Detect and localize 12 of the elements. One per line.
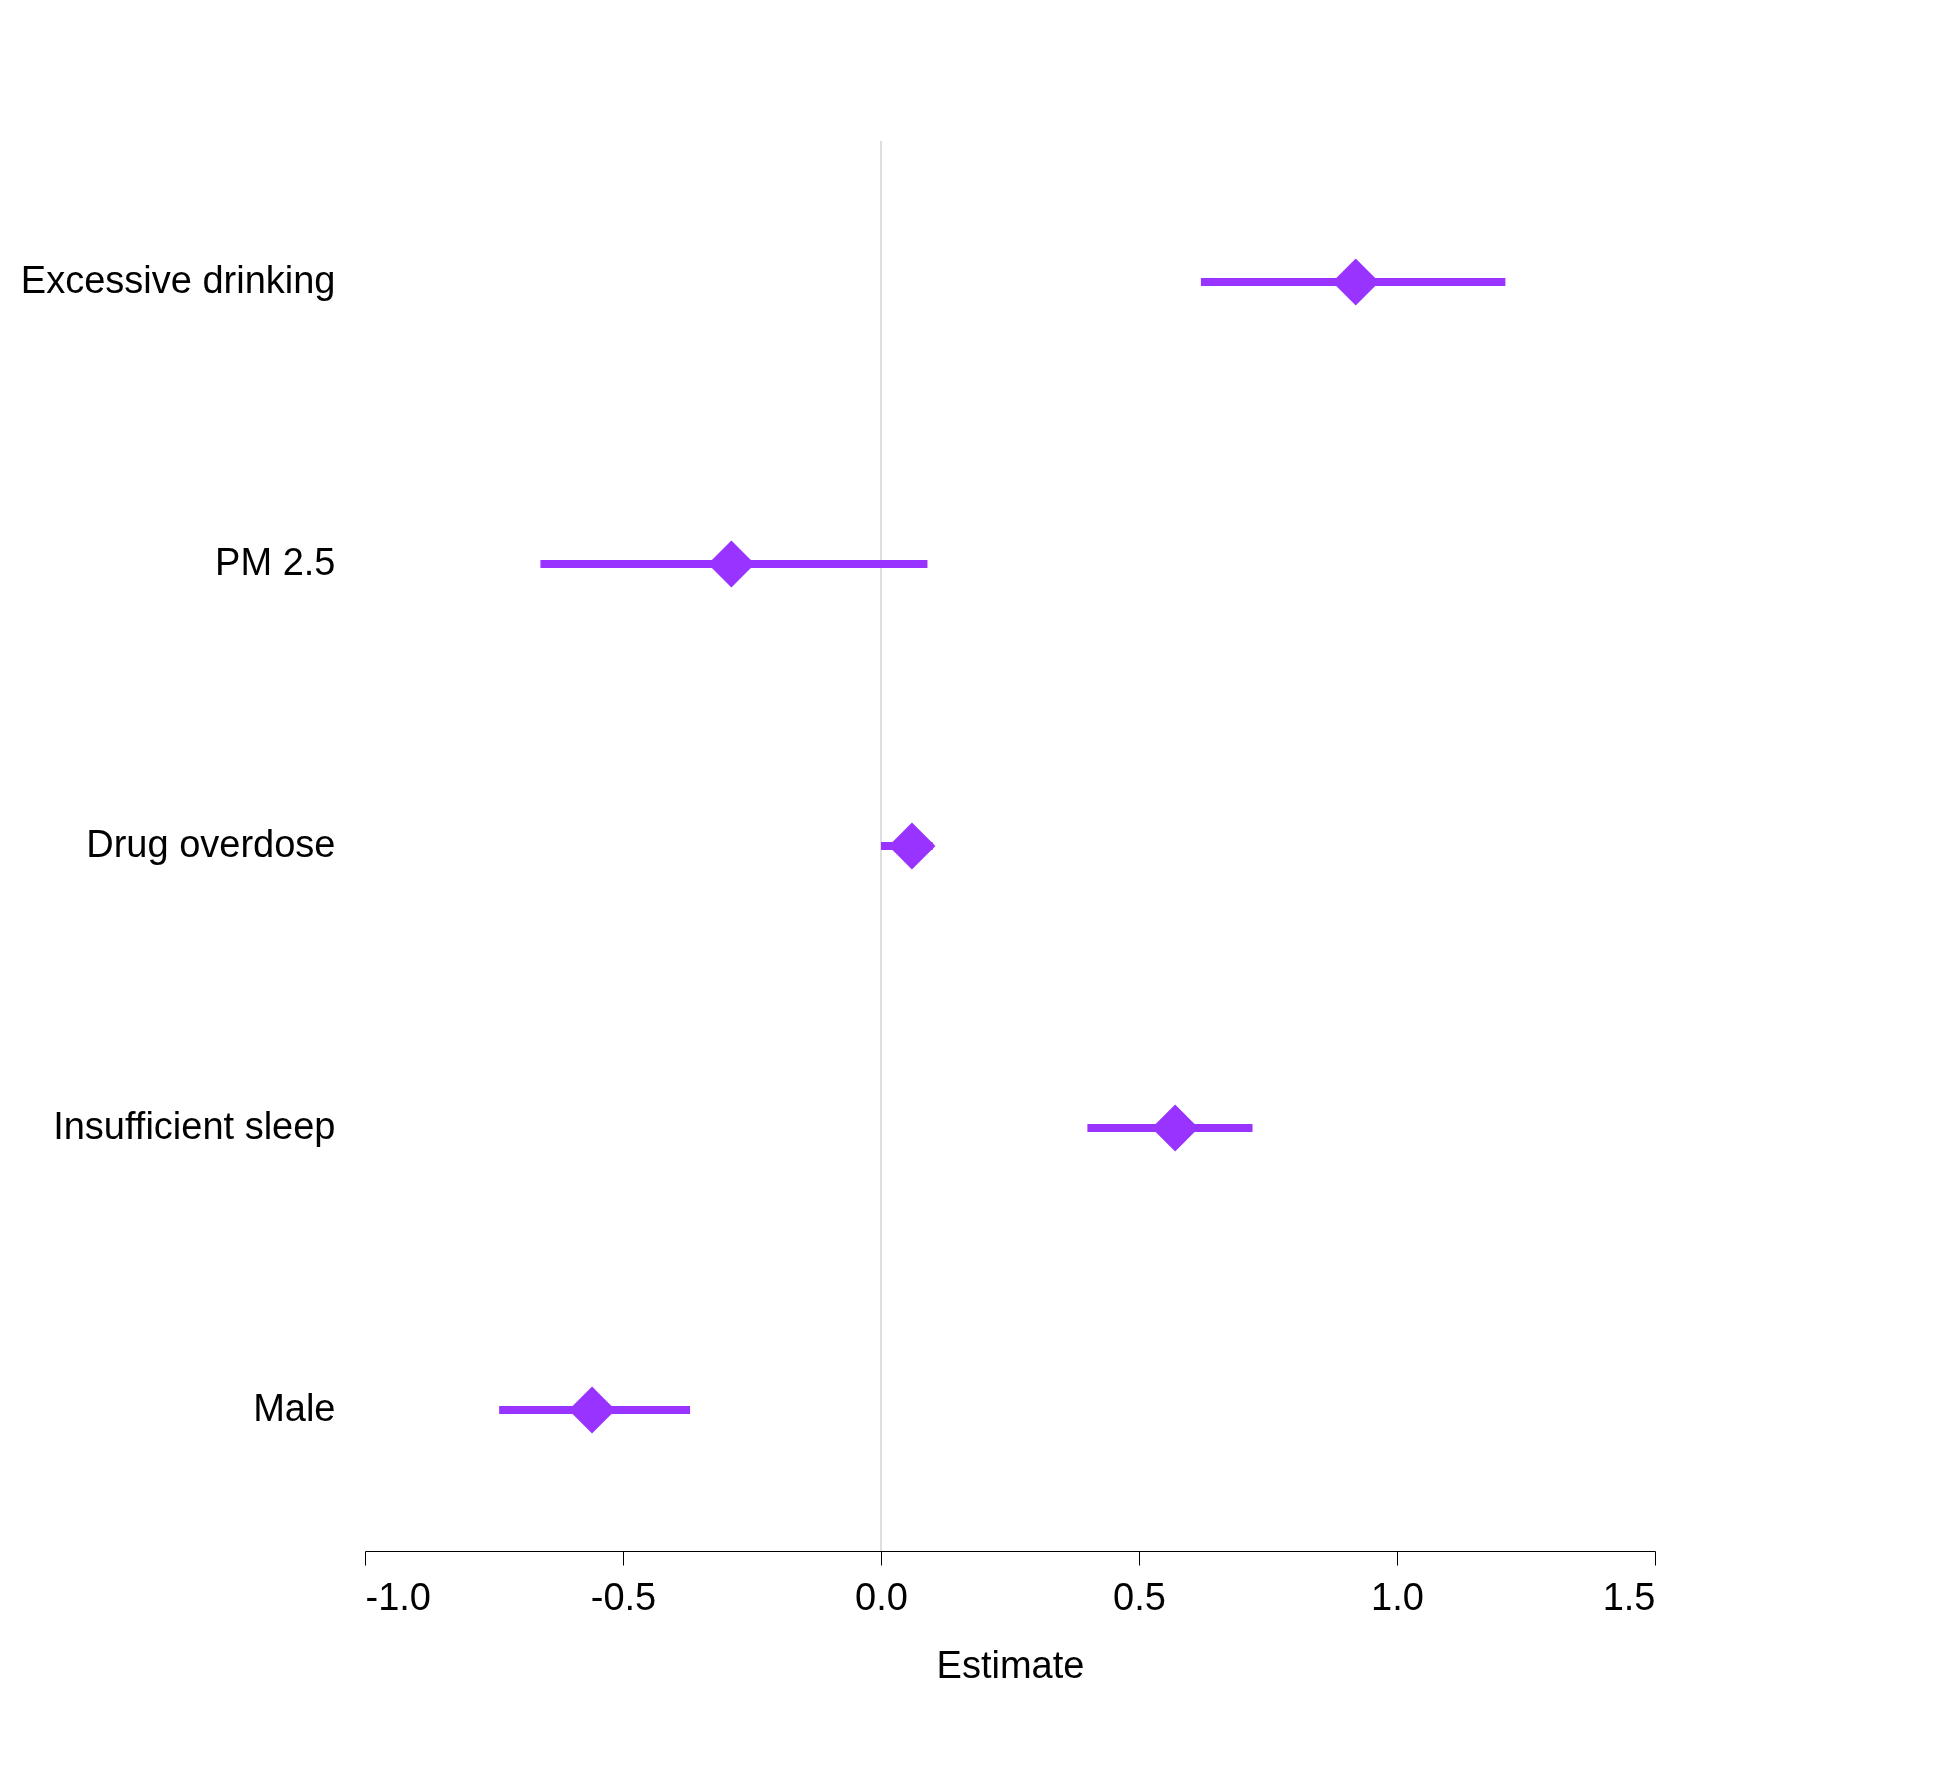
x-tick-label: 0.5 [1113,1575,1166,1618]
x-tick-label: 1.0 [1371,1575,1424,1618]
x-tick-label: -1.0 [365,1575,431,1618]
x-tick-label: 1.5 [1602,1575,1656,1618]
x-tick-label: -0.5 [590,1575,657,1618]
x-tick-label: 0.0 [855,1575,908,1618]
y-tick-label: Male [253,1387,336,1429]
x-axis-title: Estimate [936,1643,1085,1686]
y-tick-label: Insufficient sleep [53,1105,336,1147]
y-tick-label: PM 2.5 [215,541,336,583]
y-tick-label: Drug overdose [86,823,336,865]
y-tick-label: Excessive drinking [20,259,336,301]
